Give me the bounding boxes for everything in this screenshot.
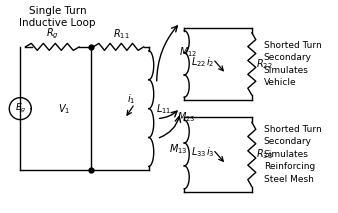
Text: $R_g$: $R_g$ (46, 26, 59, 41)
Text: $M_{13}$: $M_{13}$ (169, 142, 187, 156)
Text: $V_1$: $V_1$ (58, 102, 70, 115)
Text: $R_{33}$: $R_{33}$ (256, 148, 273, 161)
Text: $L_{22}$: $L_{22}$ (191, 55, 207, 69)
Text: $L_{33}$: $L_{33}$ (191, 145, 207, 159)
Text: Shorted Turn
Secondary
Simulates
Vehicle: Shorted Turn Secondary Simulates Vehicle (264, 41, 321, 87)
Text: $M_{23}$: $M_{23}$ (177, 110, 195, 124)
Text: Shorted Turn
Secondary
Simulates
Reinforcing
Steel Mesh: Shorted Turn Secondary Simulates Reinfor… (264, 125, 321, 184)
Text: $M_{12}$: $M_{12}$ (179, 45, 197, 59)
Text: $i_3$: $i_3$ (206, 145, 215, 159)
Text: $i_2$: $i_2$ (206, 55, 215, 69)
Text: $L_{11}$: $L_{11}$ (156, 102, 171, 115)
Text: $i_1$: $i_1$ (126, 92, 135, 105)
Text: $R_{11}$: $R_{11}$ (113, 27, 130, 41)
Text: Single Turn
Inductive Loop: Single Turn Inductive Loop (19, 6, 96, 28)
Text: $R_{22}$: $R_{22}$ (256, 57, 272, 71)
Text: $E_g$: $E_g$ (15, 102, 26, 115)
